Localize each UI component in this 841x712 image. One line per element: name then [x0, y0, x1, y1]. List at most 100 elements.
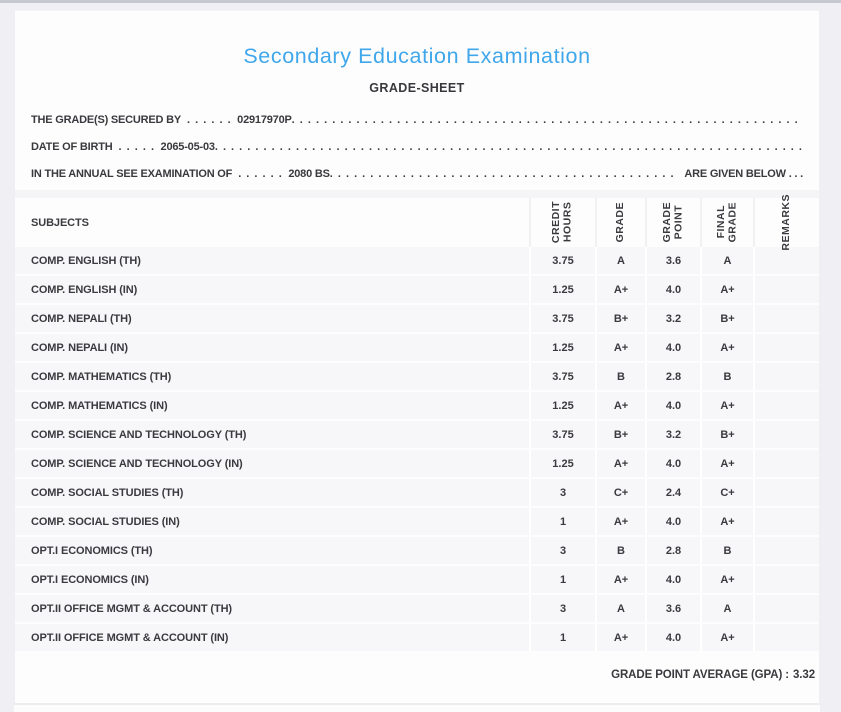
credit-hours-cell: 1.25 [529, 450, 595, 477]
table-row: COMP. MATHEMATICS (IN) 1.25 A+ 4.0 A+ [15, 392, 819, 419]
grade-point-label: GRADE POINT [660, 202, 685, 243]
final-grade-cell: B+ [700, 305, 753, 332]
date-of-birth-value: 2065-05-03 [160, 140, 215, 153]
grade-cell: A+ [595, 334, 645, 361]
remarks-cell [753, 624, 819, 651]
column-header-subjects: SUBJECTS [31, 216, 89, 229]
table-row: COMP. ENGLISH (IN) 1.25 A+ 4.0 A+ [15, 276, 819, 303]
remarks-cell [753, 566, 819, 593]
gpa-value: 3.32 [793, 669, 815, 681]
final-grade-cell: A+ [700, 276, 753, 303]
grade-cell: A [595, 247, 645, 274]
table-top-band [15, 190, 819, 198]
grade-cell: A+ [595, 508, 645, 535]
dotted-fill: . . . . . . . . . . . . . . . . . . . . … [291, 113, 803, 126]
final-grade-cell: A+ [700, 566, 753, 593]
credit-hours-cell: 1 [529, 508, 595, 535]
grade-point-cell: 3.6 [645, 595, 700, 622]
grade-cell: C+ [595, 479, 645, 506]
grade-point-cell: 3.2 [645, 305, 700, 332]
page-title: Secondary Education Examination [243, 44, 591, 68]
grade-point-cell: 2.8 [645, 537, 700, 564]
info-line-date-of-birth: DATE OF BIRTH . . . . . 2065-05-03 . . .… [31, 133, 803, 160]
final-grade-cell: A [700, 595, 753, 622]
remarks-label: REMARKS [780, 194, 793, 251]
final-grade-cell: A+ [700, 508, 753, 535]
credit-hours-cell: 3 [529, 595, 595, 622]
grade-cell: A+ [595, 392, 645, 419]
grade-point-cell: 2.8 [645, 363, 700, 390]
subject-cell: COMP. MATHEMATICS (TH) [31, 370, 172, 383]
column-header-grade: GRADE [595, 198, 645, 247]
grade-point-cell: 4.0 [645, 450, 700, 477]
subject-cell: COMP. NEPALI (TH) [31, 312, 132, 325]
table-row: COMP. NEPALI (TH) 3.75 B+ 3.2 B+ [15, 305, 819, 332]
final-grade-label: FINAL GRADE [714, 202, 739, 243]
remarks-cell [753, 247, 819, 274]
dotted-gap: . . . . . [118, 140, 155, 153]
subject-cell: COMP. SOCIAL STUDIES (IN) [31, 515, 180, 528]
credit-hours-label: CREDIT HOURS [550, 201, 574, 244]
table-header-row: SUBJECTS CREDIT HOURS GRADE GRADE POINT … [15, 194, 819, 251]
table-row: COMP. SOCIAL STUDIES (IN) 1 A+ 4.0 A+ [15, 508, 819, 535]
subject-cell: OPT.II OFFICE MGMT & ACCOUNT (TH) [31, 602, 232, 615]
table-row: COMP. ENGLISH (TH) 3.75 A 3.6 A [15, 247, 819, 274]
subject-cell: COMP. SOCIAL STUDIES (TH) [31, 486, 184, 499]
remarks-cell [753, 276, 819, 303]
final-grade-cell: A+ [700, 624, 753, 651]
remarks-cell [753, 479, 819, 506]
grades-table: SUBJECTS CREDIT HOURS GRADE GRADE POINT … [15, 190, 819, 651]
table-row: COMP. SCIENCE AND TECHNOLOGY (TH) 3.75 B… [15, 421, 819, 448]
credit-hours-cell: 1 [529, 624, 595, 651]
dotted-fill: . . . . . . . . . . . . . . . . . . . . … [329, 167, 679, 180]
table-row: COMP. SOCIAL STUDIES (TH) 3 C+ 2.4 C+ [15, 479, 819, 506]
grade-label: GRADE [614, 202, 627, 243]
remarks-cell [753, 421, 819, 448]
column-header-credit-hours: CREDIT HOURS [529, 198, 595, 247]
credit-hours-cell: 1.25 [529, 276, 595, 303]
examination-year-value: 2080 BS [288, 167, 330, 180]
table-row: OPT.I ECONOMICS (TH) 3 B 2.8 B [15, 537, 819, 564]
dotted-gap: . . . . . . [238, 167, 283, 180]
table-row: OPT.II OFFICE MGMT & ACCOUNT (IN) 1 A+ 4… [15, 624, 819, 651]
grade-point-cell: 4.0 [645, 508, 700, 535]
final-grade-cell: B+ [700, 421, 753, 448]
credit-hours-cell: 3.75 [529, 247, 595, 274]
credit-hours-cell: 3 [529, 537, 595, 564]
subject-cell: COMP. SCIENCE AND TECHNOLOGY (IN) [31, 457, 243, 470]
info-line-examination-year: IN THE ANNUAL SEE EXAMINATION OF . . . .… [31, 160, 803, 187]
are-given-below-text: ARE GIVEN BELOW . . . [684, 167, 803, 180]
grade-point-cell: 2.4 [645, 479, 700, 506]
column-header-remarks: REMARKS [753, 194, 819, 251]
subject-cell: OPT.I ECONOMICS (TH) [31, 544, 153, 557]
grade-cell: B [595, 537, 645, 564]
credit-hours-cell: 3 [529, 479, 595, 506]
table-row: OPT.I ECONOMICS (IN) 1 A+ 4.0 A+ [15, 566, 819, 593]
remarks-cell [753, 305, 819, 332]
final-grade-cell: A [700, 247, 753, 274]
credit-hours-cell: 1.25 [529, 392, 595, 419]
grade-point-cell: 4.0 [645, 334, 700, 361]
remarks-cell [753, 363, 819, 390]
subject-cell: COMP. ENGLISH (TH) [31, 254, 141, 267]
remarks-cell [753, 595, 819, 622]
subject-cell: OPT.I ECONOMICS (IN) [31, 573, 149, 586]
grade-cell: A+ [595, 624, 645, 651]
table-row: OPT.II OFFICE MGMT & ACCOUNT (TH) 3 A 3.… [15, 595, 819, 622]
table-body: COMP. ENGLISH (TH) 3.75 A 3.6 A COMP. EN… [15, 247, 819, 651]
subject-cell: COMP. NEPALI (IN) [31, 341, 128, 354]
info-label: DATE OF BIRTH [31, 140, 113, 153]
info-label: IN THE ANNUAL SEE EXAMINATION OF [31, 167, 233, 180]
subject-cell: COMP. MATHEMATICS (IN) [31, 399, 168, 412]
grade-sheet-card: Secondary Education Examination GRADE-SH… [14, 10, 820, 705]
grade-point-cell: 3.2 [645, 421, 700, 448]
grade-cell: A+ [595, 566, 645, 593]
remarks-cell [753, 392, 819, 419]
gpa-label: GRADE POINT AVERAGE (GPA) : [611, 669, 790, 681]
grade-cell: B+ [595, 421, 645, 448]
grade-cell: A+ [595, 276, 645, 303]
dotted-fill: . . . . . . . . . . . . . . . . . . . . … [214, 140, 803, 153]
final-grade-cell: A+ [700, 450, 753, 477]
grade-point-cell: 4.0 [645, 276, 700, 303]
grade-point-cell: 3.6 [645, 247, 700, 274]
